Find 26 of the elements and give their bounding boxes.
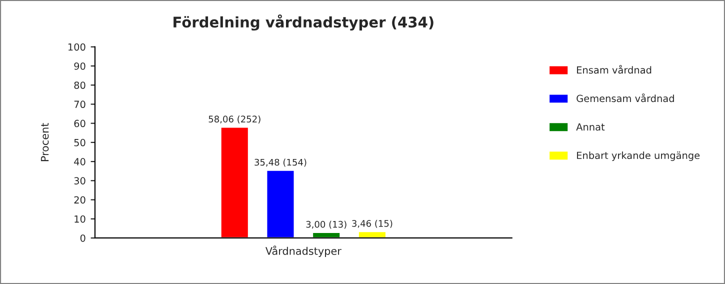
y-tick-label: 40: [74, 158, 86, 166]
data-label: 58,06 (252): [208, 116, 260, 124]
y-tick-label: 90: [74, 62, 86, 70]
y-tick-label: 30: [74, 177, 86, 184]
y-tick-label: 60: [74, 120, 86, 128]
data-label: 35,48 (154): [254, 158, 306, 167]
legend-label: Enbart yrkande umgänge: [577, 152, 700, 161]
y-tick-label: 80: [74, 82, 86, 89]
data-label: 3,00 (13): [306, 220, 346, 229]
y-tick-label: 0: [80, 234, 86, 242]
y-tick-label: 70: [74, 100, 86, 108]
chart-title: Fördelning vårdnadstyper (434): [174, 14, 434, 31]
legend-label: Ensam vårdnad: [577, 64, 652, 74]
x-axis-title: Vårdnadstyper: [265, 246, 342, 257]
y-tick-label: 10: [74, 215, 86, 223]
bar: [312, 232, 341, 238]
y-axis-title: Procent: [40, 123, 49, 162]
data-label: 3,46 (15): [352, 220, 392, 228]
legend-label: Annat: [576, 123, 605, 131]
legend-label: Gemensam vårdnad: [576, 93, 674, 102]
y-tick-label: 100: [68, 43, 86, 51]
bar: [266, 169, 296, 238]
y-tick-label: 20: [74, 196, 86, 204]
bar: [358, 230, 387, 238]
bar: [220, 126, 250, 238]
y-tick-label: 50: [74, 138, 86, 146]
